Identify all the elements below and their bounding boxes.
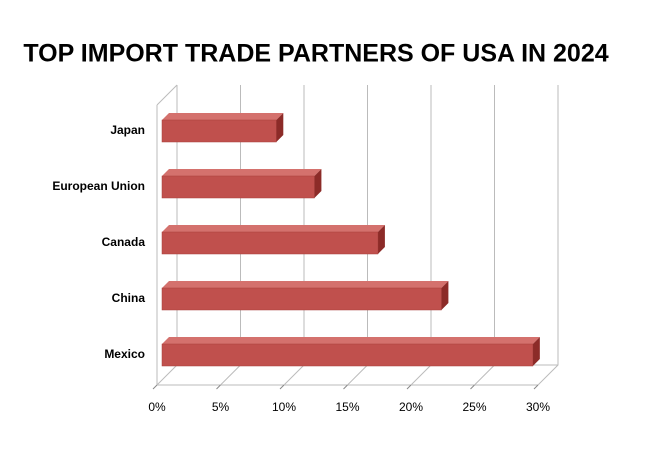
bar-top: [162, 113, 284, 120]
bar-side: [314, 169, 322, 198]
bar: [161, 337, 540, 367]
x-tick-label: 30%: [526, 400, 550, 414]
bar-front: [161, 231, 379, 255]
x-tick-label: 10%: [272, 400, 296, 414]
tick-mark: [216, 384, 221, 390]
tick-mark: [343, 384, 348, 390]
x-tick-label: 20%: [399, 400, 423, 414]
bar-side: [532, 337, 540, 366]
x-tick-label: 25%: [462, 400, 486, 414]
grid-line: [537, 85, 559, 386]
bar-top: [162, 281, 449, 288]
y-tick-label: Japan: [110, 123, 145, 137]
bar-front: [161, 119, 277, 143]
tick-mark: [279, 384, 285, 390]
x-tick-label: 15%: [335, 400, 359, 414]
x-tick-label: 5%: [212, 400, 230, 414]
bar-top: [162, 225, 385, 232]
bar-top: [162, 337, 540, 344]
bar-front: [161, 343, 534, 367]
bar: [161, 225, 385, 255]
y-tick-label: China: [112, 291, 146, 305]
bar-side: [441, 281, 449, 310]
bar-side: [377, 225, 385, 254]
bar: [161, 281, 449, 311]
chart-title: TOP IMPORT TRADE PARTNERS OF USA IN 2024: [23, 40, 608, 68]
tick-mark: [152, 384, 158, 390]
bar-front: [161, 175, 315, 199]
tick-mark: [470, 384, 475, 390]
left-wall: [156, 84, 178, 106]
tick-mark: [406, 384, 412, 390]
y-tick-label: Mexico: [104, 347, 145, 361]
bar-front: [161, 287, 442, 311]
y-tick-label: Canada: [102, 235, 146, 249]
y-tick-label: European Union: [52, 179, 145, 193]
bar: [161, 113, 284, 143]
tick-mark: [533, 384, 539, 390]
bar-top: [162, 169, 322, 176]
bar: [161, 169, 322, 199]
bar-side: [276, 113, 284, 142]
x-tick-label: 0%: [148, 400, 166, 414]
